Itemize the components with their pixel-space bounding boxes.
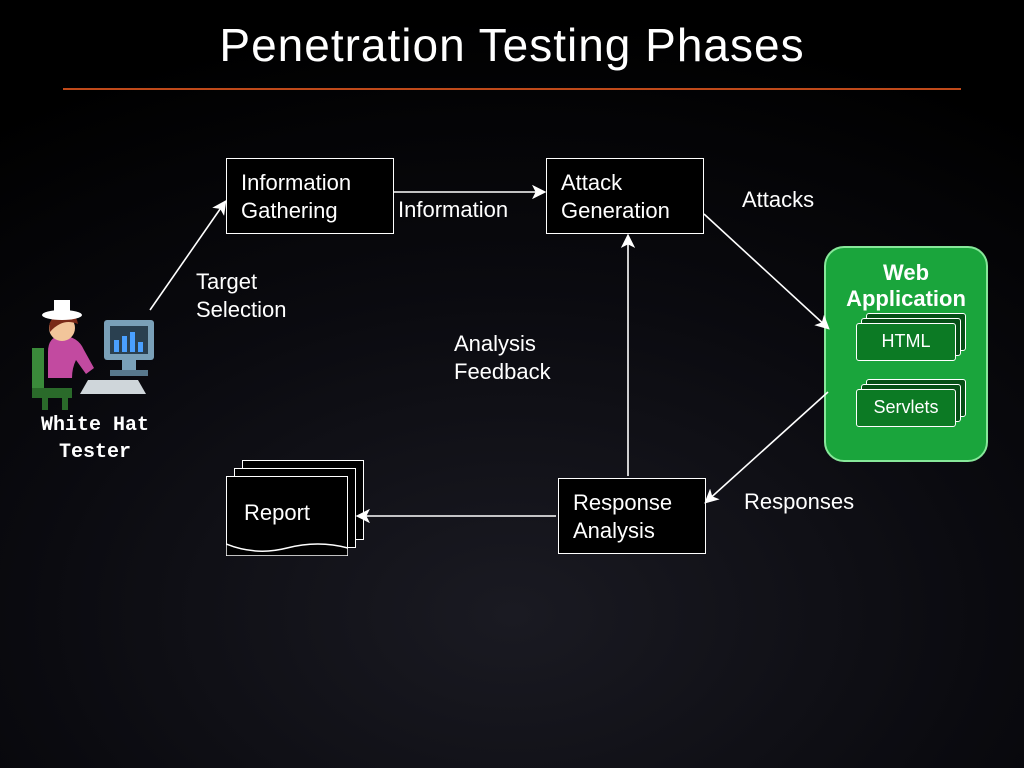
title-underline xyxy=(63,88,961,90)
webapp-card-stack: HTML xyxy=(840,323,972,375)
arrow-webapp-to-response xyxy=(706,392,828,502)
node-label: ResponseAnalysis xyxy=(573,490,672,543)
node-attack-generation: AttackGeneration xyxy=(546,158,704,234)
edge-label-responses: Responses xyxy=(744,488,854,516)
node-label: InformationGathering xyxy=(241,170,351,223)
slide-title: Penetration Testing Phases xyxy=(0,18,1024,72)
webapp-card: HTML xyxy=(856,323,956,361)
node-response-analysis: ResponseAnalysis xyxy=(558,478,706,554)
arrow-attack-to-webapp xyxy=(704,214,828,328)
white-hat-tester-label: White HatTester xyxy=(30,412,160,466)
node-web-application: WebApplication HTML Servlets xyxy=(824,246,988,462)
slide-stage: Penetration Testing Phases InformationGa… xyxy=(0,0,1024,768)
node-information-gathering: InformationGathering xyxy=(226,158,394,234)
edge-label-target-selection: TargetSelection xyxy=(196,268,287,323)
webapp-title: WebApplication xyxy=(840,260,972,313)
webapp-card: Servlets xyxy=(856,389,956,427)
webapp-card-stack: Servlets xyxy=(840,389,972,441)
edge-label-attacks: Attacks xyxy=(742,186,814,214)
edge-label-information: Information xyxy=(398,196,508,224)
white-hat-tester-icon xyxy=(28,292,158,417)
node-label: AttackGeneration xyxy=(561,170,670,223)
node-label: Report xyxy=(244,500,310,526)
edge-label-analysis-feedback: AnalysisFeedback xyxy=(454,330,551,385)
